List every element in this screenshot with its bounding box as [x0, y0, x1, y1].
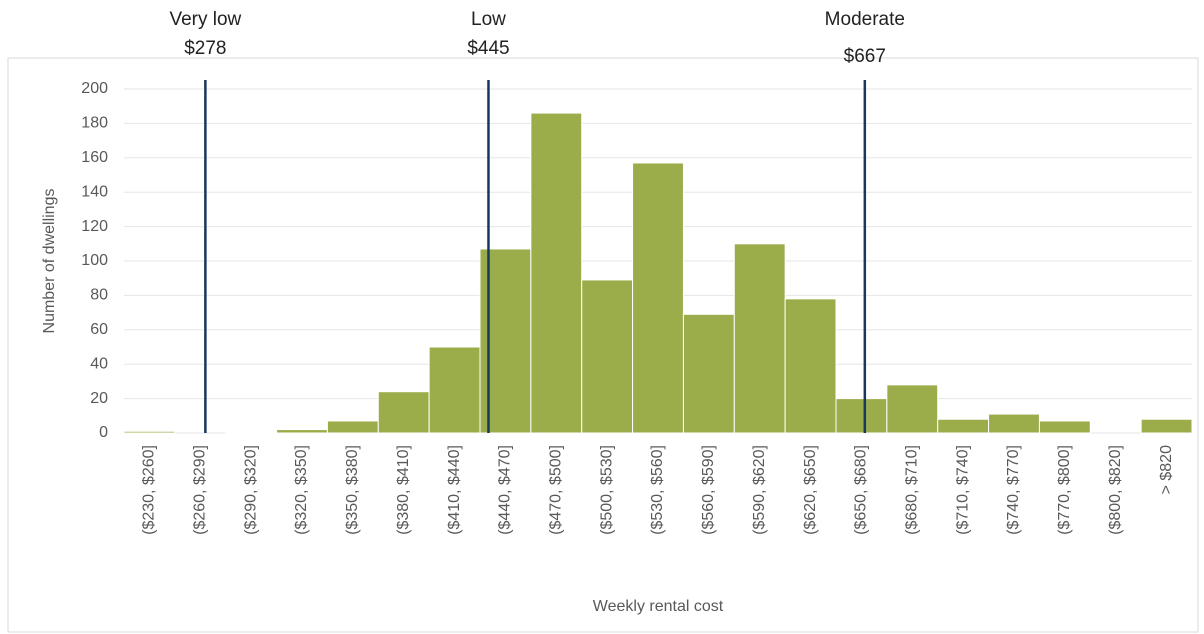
x-tick-label: ($800, $820]: [1107, 445, 1124, 535]
y-tick-label: 20: [90, 390, 108, 407]
bar: [733, 243, 786, 434]
bar: [784, 298, 837, 434]
y-tick-label: 60: [90, 321, 108, 338]
y-tick-label: 180: [81, 115, 108, 132]
x-tick-label: ($410, $440]: [446, 445, 463, 535]
x-tick-label: ($560, $590]: [700, 445, 717, 535]
x-tick-label: ($440, $470]: [497, 445, 514, 535]
y-tick-label: 100: [81, 252, 108, 269]
x-tick-label: > $820: [1158, 445, 1175, 494]
x-tick-label: ($710, $740]: [954, 445, 971, 535]
x-tick-label: ($290, $320]: [242, 445, 259, 535]
annotation-value: $667: [844, 46, 886, 67]
bar: [682, 313, 735, 434]
x-axis-label: Weekly rental cost: [593, 598, 724, 615]
bar: [225, 431, 278, 434]
y-tick-label: 120: [81, 218, 108, 235]
annotation-label: Very low: [169, 9, 241, 30]
y-tick-label: 0: [99, 424, 108, 441]
x-tick-label: ($260, $290]: [192, 445, 209, 535]
bar: [835, 398, 888, 434]
x-tick-label: ($230, $260]: [141, 445, 158, 535]
x-tick-label: ($380, $410]: [395, 445, 412, 535]
annotation-label: Moderate: [825, 9, 905, 30]
bar: [326, 420, 379, 434]
y-tick-label: 80: [90, 287, 108, 304]
x-tick-label: ($530, $560]: [649, 445, 666, 535]
x-tick-label: ($320, $350]: [293, 445, 310, 535]
x-tick-label: ($500, $530]: [598, 445, 615, 535]
bar: [988, 413, 1040, 434]
bar: [530, 112, 583, 434]
x-tick-label: ($350, $380]: [344, 445, 361, 535]
bar: [123, 430, 176, 434]
x-tick-label: ($470, $500]: [548, 445, 565, 535]
x-tick-label: ($740, $770]: [1005, 445, 1022, 535]
chart-frame: [7, 57, 1199, 633]
bar: [937, 418, 990, 434]
y-tick-label: 140: [81, 183, 108, 200]
x-tick-label: ($590, $620]: [751, 445, 768, 535]
bar: [632, 162, 684, 434]
annotation-value: $445: [467, 38, 509, 59]
bar: [581, 279, 634, 434]
y-axis-label: Number of dwellings: [41, 189, 58, 334]
y-tick-label: 160: [81, 149, 108, 166]
annotation-value: $278: [184, 38, 226, 59]
y-tick-label: 40: [90, 355, 108, 372]
bar: [276, 429, 328, 434]
bar: [428, 346, 481, 434]
bar: [886, 384, 939, 434]
y-tick-label: 200: [81, 80, 108, 97]
x-tick-label: ($650, $680]: [853, 445, 870, 535]
x-tick-label: ($770, $800]: [1056, 445, 1073, 535]
x-tick-label: ($620, $650]: [802, 445, 819, 535]
bar: [377, 391, 430, 434]
annotation-label: Low: [471, 9, 506, 30]
x-tick-label: ($680, $710]: [904, 445, 921, 535]
bar: [1140, 418, 1193, 434]
bar: [1038, 420, 1091, 434]
